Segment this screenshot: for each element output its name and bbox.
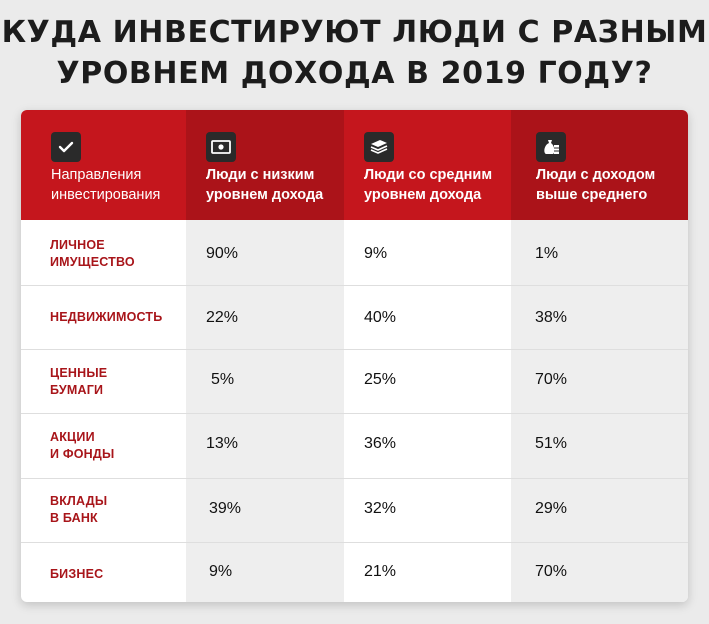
header-label-line: Люди с доходом <box>536 167 656 183</box>
value-average-income: 9% <box>364 245 388 262</box>
table-row: НЕДВИЖИМОСТЬ 22% 40% 38% <box>21 285 688 349</box>
value-low-income: 13% <box>206 435 239 452</box>
row-label-line: БИЗНЕС <box>50 567 104 581</box>
row-label: АКЦИИ И ФОНДЫ <box>50 429 114 463</box>
header-label-low-income: Люди с низким уровнем дохода <box>206 165 323 205</box>
table-row: ЦЕННЫЕ БУМАГИ 5% 25% 70% <box>21 349 688 413</box>
banknote-icon <box>206 132 236 162</box>
money-stack-icon <box>364 132 394 162</box>
row-label-line: ЦЕННЫЕ <box>50 366 108 380</box>
value-high-income: 51% <box>535 435 568 452</box>
row-label-line: БУМАГИ <box>50 383 104 397</box>
value-high-income: 29% <box>535 500 568 517</box>
value-high-income: 70% <box>535 563 568 580</box>
table-row: БИЗНЕС 9% 21% 70% <box>21 542 688 602</box>
value-average-income: 21% <box>364 563 397 580</box>
value-average-income: 40% <box>364 309 397 326</box>
header-label-high-income: Люди с доходом выше среднего <box>536 165 655 205</box>
table-row: ЛИЧНОЕ ИМУЩЕСТВО 90% 9% 1% <box>21 220 688 285</box>
header-cell-low-income: Люди с низким уровнем дохода <box>186 110 344 220</box>
money-bag-icon <box>536 132 566 162</box>
header-label-line: Люди со средним <box>364 167 493 183</box>
value-low-income: 39% <box>209 500 242 517</box>
row-divider <box>21 542 688 543</box>
value-average-income: 25% <box>364 371 397 388</box>
value-low-income: 5% <box>211 371 235 388</box>
value-low-income: 22% <box>206 309 239 326</box>
investment-table: Направления инвестирования Люди с низким… <box>21 110 688 602</box>
checkmark-icon <box>51 132 81 162</box>
value-low-income: 9% <box>209 563 233 580</box>
row-label: НЕДВИЖИМОСТЬ <box>50 309 162 326</box>
header-label-line: уровнем дохода <box>206 187 324 203</box>
title-line-2: УРОВНЕМ ДОХОДА В 2019 ГОДУ? <box>56 56 653 91</box>
row-label-line: АКЦИИ <box>50 430 95 444</box>
row-divider <box>21 285 688 286</box>
row-label-line: ВКЛАДЫ <box>50 494 108 508</box>
row-label: ЦЕННЫЕ БУМАГИ <box>50 365 107 399</box>
header-label-category: Направления инвестирования <box>51 165 160 205</box>
table-row: ВКЛАДЫ В БАНК 39% 32% 29% <box>21 478 688 542</box>
row-label-line: НЕДВИЖИМОСТЬ <box>50 310 163 324</box>
header-label-average-income: Люди со средним уровнем дохода <box>364 165 492 205</box>
row-label-line: И ФОНДЫ <box>50 447 115 461</box>
value-low-income: 90% <box>206 245 239 262</box>
table-row: АКЦИИ И ФОНДЫ 13% 36% 51% <box>21 413 688 478</box>
header-cell-high-income: Люди с доходом выше среднего <box>511 110 688 220</box>
table-header: Направления инвестирования Люди с низким… <box>21 110 688 220</box>
row-label-line: ЛИЧНОЕ <box>50 238 105 252</box>
value-high-income: 1% <box>535 245 559 262</box>
row-label: ВКЛАДЫ В БАНК <box>50 493 107 527</box>
header-cell-category: Направления инвестирования <box>21 110 186 220</box>
header-label-line: инвестирования <box>51 187 161 203</box>
header-label-line: Люди с низким <box>206 167 315 183</box>
header-label-line: уровнем дохода <box>364 187 482 203</box>
row-label-line: В БАНК <box>50 511 98 525</box>
header-label-line: Направления <box>51 167 142 183</box>
header-label-line: выше среднего <box>536 187 648 203</box>
row-divider <box>21 349 688 350</box>
header-cell-average-income: Люди со средним уровнем дохода <box>344 110 511 220</box>
row-label: ЛИЧНОЕ ИМУЩЕСТВО <box>50 237 135 271</box>
row-divider <box>21 413 688 414</box>
row-divider <box>21 478 688 479</box>
value-high-income: 70% <box>535 371 568 388</box>
page-title: КУДА ИНВЕСТИРУЮТ ЛЮДИ С РАЗНЫМ УРОВНЕМ Д… <box>0 12 709 94</box>
value-average-income: 36% <box>364 435 397 452</box>
row-label-line: ИМУЩЕСТВО <box>50 255 135 269</box>
value-high-income: 38% <box>535 309 568 326</box>
row-label: БИЗНЕС <box>50 566 103 583</box>
title-line-1: КУДА ИНВЕСТИРУЮТ ЛЮДИ С РАЗНЫМ <box>1 15 708 50</box>
value-average-income: 32% <box>364 500 397 517</box>
